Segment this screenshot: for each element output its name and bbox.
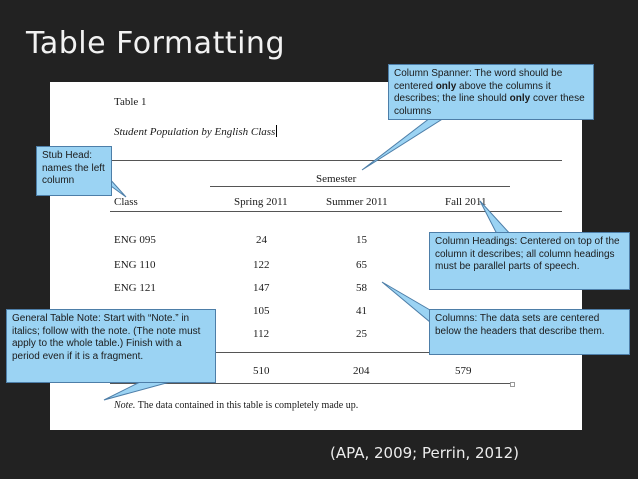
table-cell: 105 <box>253 305 270 317</box>
note-label: Note. <box>114 400 136 411</box>
callout-column-spanner: Column Spanner: The word should be cente… <box>388 64 594 120</box>
citation: (APA, 2009; Perrin, 2012) <box>330 444 520 462</box>
heading-rule <box>110 211 562 212</box>
callout-text: cover these columns <box>394 93 585 117</box>
callout-emphasis: only <box>435 80 457 92</box>
table-cell: 41 <box>356 305 367 317</box>
table-cell: 25 <box>356 328 367 340</box>
column-heading: Spring 2011 <box>234 196 288 208</box>
spanner-rule <box>210 186 510 187</box>
callout-text: above the columns it describes; the line… <box>394 80 551 105</box>
table-cell: 58 <box>356 282 367 294</box>
callout-columns: Columns: The data sets are centered belo… <box>429 309 630 355</box>
callout-emphasis: only <box>509 93 531 104</box>
callout-column-headings: Column Headings: Centered on top of the … <box>429 232 630 290</box>
table-cell: 122 <box>253 259 270 271</box>
table-cell: 112 <box>253 328 270 340</box>
table-cell: 15 <box>356 234 367 246</box>
total-cell: 510 <box>253 365 270 377</box>
note-text: The data contained in this table is comp… <box>135 400 359 411</box>
column-heading: Fall 2011 <box>445 196 487 208</box>
table-cell: ENG 121 <box>114 282 156 294</box>
callout-text: Column Spanner: The word should be cente… <box>394 68 563 92</box>
column-heading: Summer 2011 <box>326 196 388 208</box>
table-cell: 65 <box>356 259 367 271</box>
total-cell: 204 <box>353 365 370 377</box>
table-note: Note. The data contained in this table i… <box>114 400 358 411</box>
table-bottom-rule <box>110 383 510 384</box>
stub-head: Class <box>114 196 138 208</box>
totals-rule <box>110 352 562 353</box>
table-cell: ENG 110 <box>114 259 156 271</box>
table-number: Table 1 <box>114 96 147 108</box>
callout-general-note: General Table Note: Start with “Note.” i… <box>6 309 216 383</box>
callout-stub-head: Stub Head: names the left column <box>36 146 112 196</box>
table-cell: 147 <box>253 282 270 294</box>
table-title-text: Student Population by English Class <box>114 126 276 138</box>
total-cell: 579 <box>455 365 472 377</box>
table-title: Student Population by English Class <box>114 125 278 138</box>
text-cursor <box>276 125 278 137</box>
table-cell: ENG 095 <box>114 234 156 246</box>
table-cell: 24 <box>256 234 267 246</box>
slide-title: Table Formatting <box>26 26 285 61</box>
column-spanner: Semester <box>316 173 357 185</box>
table-top-rule <box>110 160 562 161</box>
resize-handle[interactable] <box>510 382 515 387</box>
